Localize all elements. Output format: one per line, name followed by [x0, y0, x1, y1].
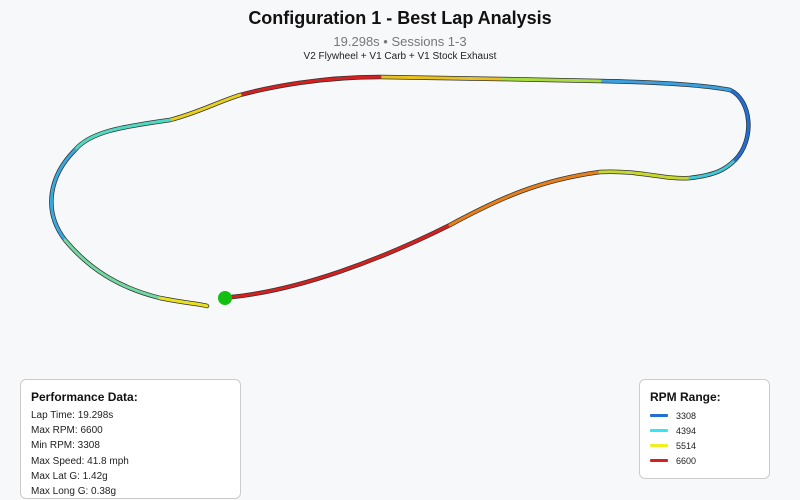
performance-item: Max RPM: 6600: [31, 425, 103, 437]
track-segment: [598, 170, 692, 180]
track-segment: [238, 75, 382, 97]
setup: V2 Flywheel + V1 Carb + V1 Stock Exhaust: [303, 51, 497, 62]
track: [49, 74, 751, 309]
track-segment: [50, 148, 77, 242]
track-segment: [63, 238, 162, 300]
legend-entry: 3308: [650, 408, 759, 423]
legend-swatch: [650, 444, 668, 447]
track-segment: [230, 223, 452, 299]
performance-item: Min RPM: 3308: [31, 440, 100, 452]
track-segment: [158, 296, 209, 308]
track-segment: [73, 118, 172, 152]
legend-label: 6600: [676, 455, 697, 466]
legend-entry: 4394: [650, 423, 759, 438]
track-outline: [49, 74, 751, 309]
panel-title: Performance Data:: [31, 390, 138, 404]
performance-item: Lap Time: 19.298s: [31, 410, 114, 421]
track-segment: [728, 88, 750, 162]
title: Configuration 1 - Best Lap Analysis: [248, 8, 552, 28]
legend-swatch: [650, 429, 668, 432]
performance-panel: Performance Data: Lap Time: 19.298s Max R…: [20, 379, 241, 499]
track-segment: [378, 75, 502, 81]
start-marker: [218, 291, 232, 305]
legend-entry: 5514: [650, 438, 759, 453]
legend-title: RPM Range:: [650, 390, 721, 404]
subtitle: 19.298s • Sessions 1-3: [333, 34, 467, 49]
legend-label: 4394: [676, 425, 697, 436]
track-segment: [498, 77, 602, 83]
legend-swatch: [650, 414, 668, 417]
performance-item: Max Long G: 0.38g: [31, 486, 117, 498]
performance-item: Max Speed: 41.8 mph: [31, 455, 129, 467]
performance-item: Max Lat G: 1.42g: [31, 470, 108, 482]
track-segment: [448, 170, 602, 227]
track-segment: [168, 93, 242, 122]
track-segment: [598, 79, 732, 92]
legend-swatch: [650, 459, 668, 462]
rpm-legend: RPM Range: 3308 4394 5514 6600: [639, 379, 770, 479]
legend-entry: 6600: [650, 453, 759, 468]
legend-label: 5514: [676, 440, 697, 451]
legend-label: 3308: [676, 410, 697, 421]
track-segment: [688, 158, 737, 180]
